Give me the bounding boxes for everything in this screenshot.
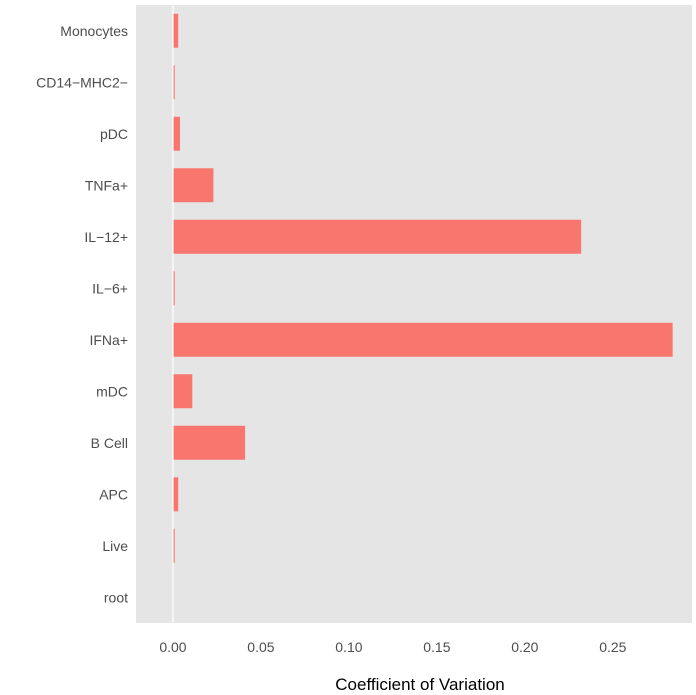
x-tick-labels: 0.00 0.05 0.10 0.15 0.20 0.25 bbox=[159, 639, 626, 655]
y-tick-label: CD14−MHC2− bbox=[36, 74, 128, 90]
y-tick-label: TNFa+ bbox=[85, 177, 128, 193]
bar bbox=[172, 322, 673, 357]
bar bbox=[172, 477, 179, 512]
bar bbox=[172, 65, 175, 100]
bar bbox=[172, 219, 582, 254]
x-tick-label: 0.15 bbox=[423, 639, 450, 655]
y-tick-label: Live bbox=[102, 538, 128, 554]
x-tick-label: 0.10 bbox=[335, 639, 362, 655]
x-tick-label: 0.20 bbox=[511, 639, 538, 655]
bar bbox=[172, 116, 180, 151]
y-tick-label: root bbox=[104, 589, 128, 605]
bar bbox=[172, 168, 214, 203]
bar bbox=[172, 374, 193, 409]
y-tick-label: pDC bbox=[100, 126, 128, 142]
bars-group bbox=[172, 13, 673, 563]
y-tick-label: IL−6+ bbox=[92, 280, 128, 296]
y-tick-labels: Monocytes CD14−MHC2− pDC TNFa+ IL−12+ IL−6+ IF… bbox=[36, 23, 128, 606]
y-tick-label: B Cell bbox=[91, 435, 128, 451]
y-tick-label: mDC bbox=[96, 383, 128, 399]
y-tick-label: Monocytes bbox=[60, 23, 128, 39]
y-tick-label: IL−12+ bbox=[84, 229, 128, 245]
x-tick-label: 0.05 bbox=[247, 639, 274, 655]
bar bbox=[172, 528, 175, 563]
bar bbox=[172, 271, 175, 306]
plot-panel bbox=[136, 5, 692, 623]
bar bbox=[172, 13, 179, 48]
y-tick-label: APC bbox=[99, 486, 128, 502]
bar bbox=[172, 425, 246, 460]
y-tick-label: IFNa+ bbox=[89, 332, 128, 348]
x-tick-label: 0.25 bbox=[599, 639, 626, 655]
x-tick-label: 0.00 bbox=[159, 639, 186, 655]
x-axis-title: Coefficient of Variation bbox=[335, 675, 504, 694]
